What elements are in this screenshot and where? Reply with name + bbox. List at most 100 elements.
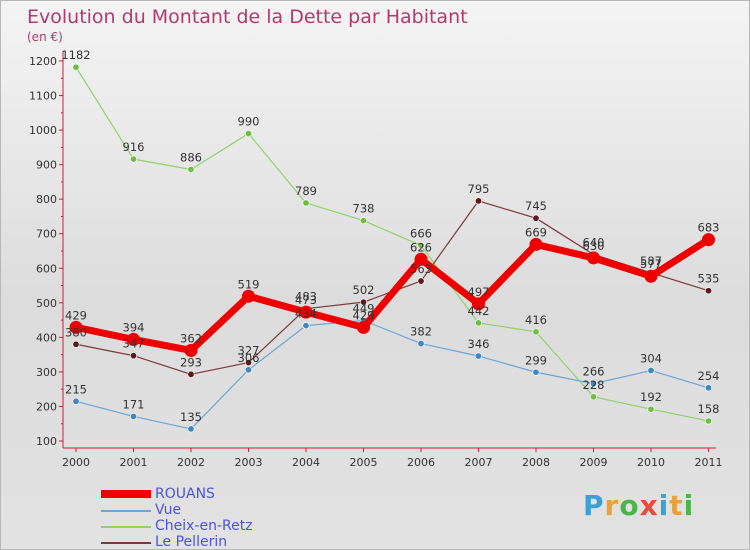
- data-point-vue: [130, 412, 138, 420]
- data-point-le-pellerin: [359, 298, 367, 306]
- series-line-rouans: [72, 236, 712, 354]
- data-point-cheix-en-retz: [187, 165, 195, 173]
- x-tick-label: 2008: [522, 456, 550, 469]
- legend-swatch-cheix-en-retz: [101, 526, 151, 528]
- data-point-vue: [417, 340, 425, 348]
- data-label-le-pellerin: 380: [65, 325, 87, 339]
- data-label-cheix-en-retz: 990: [238, 115, 260, 129]
- data-label-le-pellerin: 587: [640, 254, 662, 268]
- data-point-le-pellerin: [245, 359, 253, 367]
- data-point-le-pellerin: [704, 287, 712, 295]
- series-line-vue: [75, 319, 710, 430]
- data-label-rouans: 577: [640, 257, 662, 271]
- data-label-vue: 346: [468, 337, 490, 351]
- data-point-cheix-en-retz: [245, 130, 253, 138]
- data-point-cheix-en-retz: [647, 405, 655, 413]
- data-point-vue: [704, 384, 712, 392]
- data-point-rouans: [242, 289, 255, 303]
- chart-title: Evolution du Montant de la Dette par Hab…: [27, 6, 468, 28]
- data-label-le-pellerin: 327: [238, 344, 260, 358]
- x-tick-label: 2009: [580, 456, 608, 469]
- data-point-cheix-en-retz: [532, 328, 540, 336]
- legend-label-rouans: ROUANS: [155, 486, 215, 502]
- data-label-cheix-en-retz: 228: [583, 378, 605, 392]
- data-point-vue: [187, 425, 195, 433]
- x-tick-label: 2000: [62, 456, 90, 469]
- data-label-rouans: 683: [698, 221, 720, 235]
- data-label-le-pellerin: 745: [525, 199, 547, 213]
- data-point-rouans: [702, 233, 715, 247]
- data-label-le-pellerin: 293: [180, 355, 202, 369]
- data-label-rouans: 630: [583, 239, 605, 253]
- axes: 100 200 300 400 500 600 700 800 900 1000 1100 1200 2…: [29, 51, 723, 469]
- data-point-rouans: [414, 252, 428, 266]
- y-tick-label: 800: [36, 193, 57, 206]
- data-label-rouans: 669: [525, 225, 547, 239]
- y-unit-label: (en €): [27, 30, 63, 44]
- data-point-vue: [302, 322, 310, 330]
- data-point-le-pellerin: [417, 277, 425, 285]
- data-label-cheix-en-retz: 1182: [61, 48, 90, 62]
- data-point-le-pellerin: [532, 214, 540, 222]
- data-point-vue: [647, 367, 655, 375]
- data-point-le-pellerin: [130, 352, 138, 360]
- y-tick-label: 500: [36, 297, 57, 310]
- data-point-rouans: [299, 305, 313, 319]
- data-point-cheix-en-retz: [417, 241, 425, 249]
- data-point-vue: [474, 352, 482, 360]
- y-tick-label: 300: [36, 366, 57, 379]
- data-label-cheix-en-retz: 789: [295, 184, 317, 198]
- data-point-rouans: [587, 251, 600, 265]
- y-tick-label: 100: [36, 435, 57, 448]
- legend-swatch-rouans: [101, 490, 151, 498]
- x-tick-label: 2004: [292, 456, 320, 469]
- data-point-rouans: [184, 343, 198, 357]
- data-label-le-pellerin: 347: [123, 337, 145, 351]
- data-point-vue: [532, 368, 540, 376]
- data-point-rouans: [644, 269, 658, 283]
- data-label-vue: 306: [238, 351, 260, 365]
- data-point-rouans: [69, 320, 83, 334]
- data-point-vue: [589, 380, 597, 388]
- y-tick-label: 1000: [29, 124, 57, 137]
- data-point-rouans: [529, 237, 543, 251]
- data-label-vue: 215: [65, 382, 87, 396]
- data-label-le-pellerin: 563: [410, 262, 432, 276]
- data-label-cheix-en-retz: 886: [180, 150, 202, 164]
- data-label-vue: 135: [180, 410, 202, 424]
- data-label-le-pellerin: 483: [295, 290, 317, 304]
- data-label-le-pellerin: 502: [353, 283, 375, 297]
- data-label-cheix-en-retz: 158: [698, 402, 720, 416]
- data-label-vue: 382: [410, 325, 432, 339]
- x-tick-label: 2005: [350, 456, 378, 469]
- data-labels-layer: 1182 916 886 990 789 738 666 442 416 228 192 158 215…: [61, 48, 719, 424]
- data-label-cheix-en-retz: 916: [123, 140, 145, 154]
- y-tick-label: 700: [36, 228, 57, 241]
- data-label-vue: 434: [295, 307, 317, 321]
- data-point-le-pellerin: [72, 340, 80, 348]
- y-tick-label: 200: [36, 400, 57, 413]
- legend-label-vue: Vue: [155, 502, 182, 518]
- data-label-le-pellerin: 640: [583, 235, 605, 249]
- data-point-rouans: [357, 320, 370, 334]
- brand-logo: Proxiti: [583, 489, 695, 522]
- y-tick-label: 400: [36, 331, 57, 344]
- data-label-vue: 299: [525, 353, 547, 367]
- data-label-cheix-en-retz: 416: [525, 313, 547, 327]
- data-label-rouans: 429: [353, 308, 375, 322]
- data-label-rouans: 429: [65, 308, 87, 322]
- y-tick-label: 900: [36, 159, 57, 172]
- data-label-cheix-en-retz: 442: [468, 304, 490, 318]
- data-label-le-pellerin: 535: [698, 272, 720, 286]
- data-label-vue: 266: [583, 365, 605, 379]
- y-tick-label: 1200: [29, 55, 57, 68]
- data-label-cheix-en-retz: 666: [410, 226, 432, 240]
- data-point-cheix-en-retz: [474, 319, 482, 327]
- data-label-rouans: 497: [468, 285, 490, 299]
- data-label-rouans: 473: [295, 293, 317, 307]
- data-point-le-pellerin: [474, 197, 482, 205]
- x-tick-label: 2003: [235, 456, 263, 469]
- data-label-rouans: 394: [123, 320, 145, 334]
